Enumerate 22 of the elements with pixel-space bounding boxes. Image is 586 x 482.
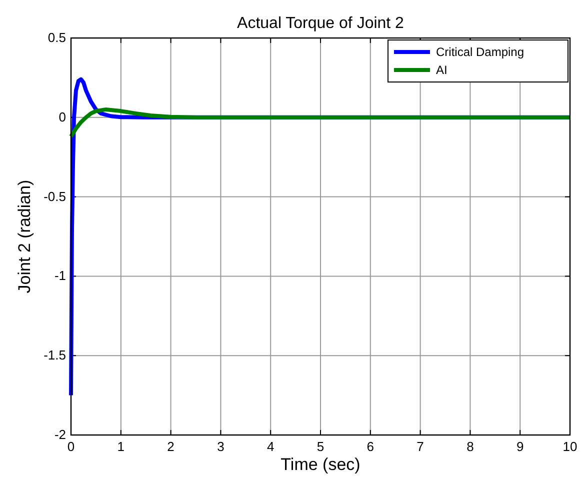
legend-label: Critical Damping (436, 45, 524, 59)
y-tick-label: -1 (54, 268, 66, 284)
x-tick-label: 7 (416, 439, 424, 454)
y-tick-label: -2 (54, 427, 66, 442)
y-axis-title: Joint 2 (radian) (15, 180, 34, 294)
x-tick-label: 9 (516, 439, 524, 454)
y-tick-label: 0 (58, 109, 66, 124)
x-tick-label: 8 (466, 439, 474, 454)
x-tick-label: 4 (266, 439, 274, 454)
y-tick-label: -0.5 (44, 188, 66, 204)
x-tick-label: 10 (562, 439, 578, 454)
x-tick-label: 2 (167, 439, 174, 454)
legend-label: AI (436, 63, 448, 77)
chart-title: Actual Torque of Joint 2 (237, 15, 404, 32)
line-series (69, 107, 572, 138)
x-axis-title: Time (sec) (280, 455, 360, 474)
x-tick-label: 6 (366, 439, 374, 454)
y-tick-label: 0.5 (48, 30, 66, 45)
y-tick-label: -1.5 (44, 348, 66, 363)
x-tick-label: 1 (117, 439, 125, 454)
x-tick-label: 3 (217, 439, 224, 454)
x-tick-label: 5 (316, 439, 324, 454)
